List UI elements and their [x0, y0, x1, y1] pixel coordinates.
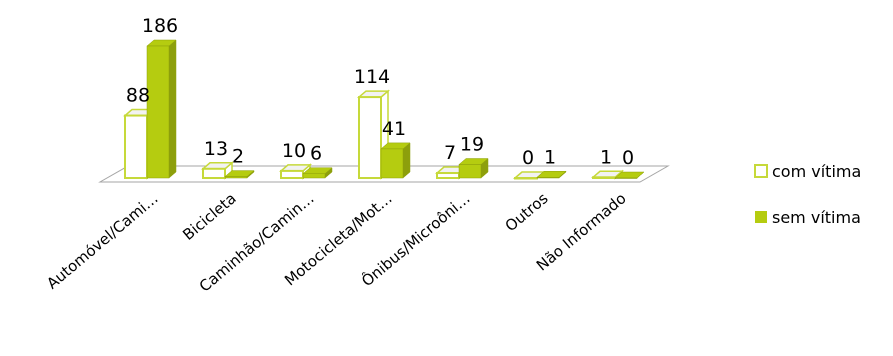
data-label-sem-vitima-caminhao-camin: 6	[310, 143, 322, 165]
data-label-sem-vitima-bicicleta: 2	[232, 146, 244, 168]
data-label-com-vitima-motocicleta-mot: 114	[354, 66, 390, 88]
bar-front-face	[592, 176, 616, 180]
bar-front-face	[514, 177, 538, 180]
data-label-sem-vitima-automovel-cami: 186	[142, 15, 178, 37]
bar-front-face	[124, 114, 148, 179]
bar-sem-vitima-nao-informado	[614, 171, 645, 179]
bar-front-face	[224, 176, 248, 179]
bar-front-face	[280, 169, 304, 180]
bar-front-face	[302, 173, 326, 179]
bar-sem-vitima-onibus-microoni	[458, 157, 489, 179]
legend-item-com-vitima: com vítima	[754, 162, 861, 181]
bar-com-vitima-nao-informado	[590, 169, 625, 180]
category-label-outros: Outros	[502, 189, 552, 235]
bar-sem-vitima-bicicleta	[224, 170, 255, 179]
bar-sem-vitima-outros	[536, 170, 567, 179]
data-label-com-vitima-nao-informado: 1	[600, 146, 612, 168]
bar-front-face	[358, 96, 382, 179]
bar-front-face	[436, 172, 460, 179]
bars	[122, 39, 645, 180]
bar-front-face	[536, 177, 560, 179]
bar-front-face	[146, 45, 170, 179]
data-label-sem-vitima-nao-informado: 0	[622, 147, 634, 169]
bar-front-face	[380, 148, 404, 179]
legend-swatch-com-vitima	[754, 164, 768, 178]
legend: com vítima sem vítima	[754, 162, 861, 227]
data-label-com-vitima-caminhao-camin: 10	[282, 140, 306, 162]
legend-label-sem-vitima: sem vítima	[772, 208, 861, 227]
legend-item-sem-vitima: sem vítima	[755, 208, 861, 227]
data-label-com-vitima-onibus-microoni: 7	[444, 142, 456, 164]
bar-front-face	[458, 164, 482, 179]
legend-label-com-vitima: com vítima	[772, 162, 861, 181]
bar-sem-vitima-motocicleta-mot	[380, 142, 411, 179]
data-label-sem-vitima-onibus-microoni: 19	[460, 134, 484, 156]
category-label-bicicleta: Bicicleta	[179, 189, 239, 244]
bar-front-face	[614, 177, 638, 179]
bar-sem-vitima-automovel-cami	[146, 39, 177, 179]
category-labels: Automóvel/Cami… BicicletaCaminhão/Camin…M…	[43, 189, 629, 296]
data-label-sem-vitima-motocicleta-mot: 41	[382, 118, 406, 140]
data-label-com-vitima-outros: 0	[522, 147, 534, 169]
data-label-sem-vitima-outros: 1	[544, 146, 556, 168]
legend-swatch-sem-vitima	[755, 211, 767, 223]
category-label-automovel-cami: Automóvel/Cami…	[43, 189, 161, 292]
bar-side-face	[168, 39, 177, 179]
bar-front-face	[202, 167, 226, 180]
data-label-com-vitima-automovel-cami: 88	[126, 85, 150, 107]
bar-sem-vitima-caminhao-camin	[302, 167, 333, 179]
data-label-com-vitima-bicicleta: 13	[204, 138, 228, 160]
